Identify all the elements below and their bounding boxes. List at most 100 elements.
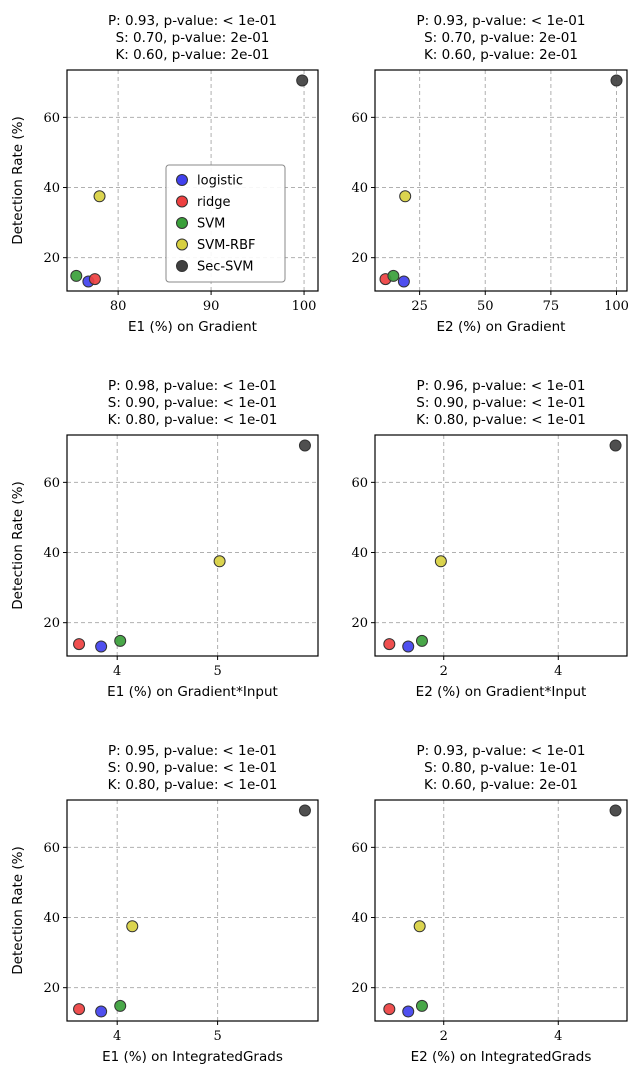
x-tick-label: 4	[113, 664, 121, 679]
panel-title-line: K: 0.80, p-value: < 1e-01	[416, 412, 586, 428]
point-sec-svm	[298, 804, 311, 817]
point-logistic	[95, 640, 108, 653]
x-tick-label: 50	[477, 299, 494, 314]
panel-title-line: K: 0.60, p-value: 2e-01	[424, 777, 578, 793]
legend-entry: Sec-SVM	[197, 260, 253, 275]
point-svm	[114, 634, 127, 647]
panel-title-line: P: 0.93, p-value: < 1e-01	[108, 13, 277, 29]
x-axis-label: E1 (%) on Gradient*Input	[107, 684, 278, 700]
panel-title-line: S: 0.90, p-value: < 1e-01	[108, 760, 277, 776]
point-svm	[387, 269, 400, 282]
y-tick-label: 20	[43, 616, 60, 631]
panel-title-line: S: 0.70, p-value: 2e-01	[424, 30, 578, 46]
y-tick-label: 40	[351, 181, 368, 196]
axes-frame	[374, 434, 628, 657]
axes-frame	[66, 799, 319, 1022]
point-logistic	[95, 1005, 108, 1018]
y-axis-label: Detection Rate (%)	[10, 481, 26, 609]
legend-marker	[176, 195, 188, 208]
x-tick-label: 100	[604, 299, 629, 314]
panel-1: 80 90 100 20 40 60 P: 0.93, p-value: < 1e-01S:…	[10, 13, 319, 335]
legend-box	[165, 164, 286, 283]
point-svm-rbf	[213, 555, 226, 568]
y-axis-label: Detection Rate (%)	[10, 846, 26, 974]
x-axis-label: E2 (%) on IntegratedGrads	[411, 1049, 592, 1065]
y-tick-label: 20	[43, 251, 60, 266]
panel-title-line: S: 0.70, p-value: 2e-01	[116, 30, 270, 46]
legend-entry: SVM-RBF	[197, 238, 255, 253]
point-logistic	[402, 1005, 415, 1018]
y-tick-label: 40	[43, 911, 60, 926]
panel-title-line: S: 0.90, p-value: < 1e-01	[108, 395, 277, 411]
y-tick-label: 40	[43, 181, 60, 196]
x-tick-label: 5	[213, 1029, 221, 1044]
legend: logistic ridge SVM SVM-RBF Sec-SVM	[165, 164, 286, 283]
panel-title-line: P: 0.95, p-value: < 1e-01	[108, 743, 277, 759]
y-tick-label: 20	[351, 981, 368, 996]
panel-title-line: P: 0.96, p-value: < 1e-01	[417, 378, 586, 394]
panel-title-line: K: 0.80, p-value: < 1e-01	[108, 412, 278, 428]
y-tick-label: 60	[43, 841, 60, 856]
x-tick-label: 100	[292, 299, 317, 314]
x-tick-label: 80	[110, 299, 127, 314]
point-svm	[415, 634, 428, 647]
y-tick-label: 20	[43, 981, 60, 996]
legend-marker	[176, 260, 188, 272]
point-svm-rbf	[399, 190, 412, 203]
x-tick-label: 4	[113, 1029, 121, 1044]
axes-frame	[374, 69, 628, 292]
legend-marker	[176, 238, 188, 251]
point-sec-svm	[610, 74, 623, 87]
legend-entry: ridge	[197, 195, 230, 210]
point-ridge	[383, 638, 396, 651]
point-ridge	[88, 273, 101, 286]
x-axis-label: E2 (%) on Gradient*Input	[416, 684, 587, 700]
panel-3: 4 5 20 40 60 P: 0.98, p-value: < 1e-01S: 0.90…	[10, 378, 319, 700]
point-ridge	[383, 1003, 396, 1016]
x-tick-label: 2	[440, 1029, 448, 1044]
panel-title-line: P: 0.93, p-value: < 1e-01	[417, 743, 586, 759]
x-tick-label: 90	[203, 299, 220, 314]
y-tick-label: 20	[351, 251, 368, 266]
panel-5: 4 5 20 40 60 P: 0.95, p-value: < 1e-01S: 0.90…	[10, 743, 319, 1065]
panel-title-line: K: 0.60, p-value: 2e-01	[424, 47, 578, 63]
axes-frame	[66, 434, 319, 657]
x-tick-label: 5	[213, 664, 221, 679]
x-tick-label: 2	[440, 664, 448, 679]
point-sec-svm	[296, 74, 309, 87]
y-tick-label: 40	[351, 546, 368, 561]
panel-2: 25 50 75 100 20 40 60 P: 0.93, p-value: < 1e-01…	[351, 13, 628, 335]
x-axis-label: E1 (%) on IntegratedGrads	[102, 1049, 283, 1065]
x-tick-label: 75	[543, 299, 560, 314]
legend-marker	[176, 174, 188, 186]
legend-entry: SVM	[197, 217, 225, 232]
y-tick-label: 60	[43, 111, 60, 126]
point-logistic	[397, 275, 410, 288]
y-tick-label: 40	[43, 546, 60, 561]
y-tick-label: 60	[351, 476, 368, 491]
y-tick-label: 40	[351, 911, 368, 926]
point-ridge	[73, 1003, 86, 1016]
point-svm	[114, 999, 127, 1012]
axes-frame	[66, 69, 319, 292]
panel-6: 2 4 20 40 60 P: 0.93, p-value: < 1e-01S: 0.80…	[351, 743, 628, 1065]
point-sec-svm	[298, 439, 311, 452]
y-axis-label: Detection Rate (%)	[10, 116, 26, 244]
point-svm-rbf	[93, 190, 106, 203]
x-axis-label: E2 (%) on Gradient	[437, 319, 566, 335]
panel-title-line: P: 0.93, p-value: < 1e-01	[417, 13, 586, 29]
x-tick-label: 4	[554, 664, 562, 679]
point-svm	[70, 269, 83, 282]
panel-title-line: K: 0.80, p-value: < 1e-01	[108, 777, 278, 793]
point-svm-rbf	[126, 920, 139, 933]
point-svm-rbf	[413, 920, 426, 933]
y-tick-label: 20	[351, 616, 368, 631]
axes-frame	[374, 799, 628, 1022]
panel-4: 2 4 20 40 60 P: 0.96, p-value: < 1e-01S: 0.90…	[351, 378, 628, 700]
x-tick-label: 4	[554, 1029, 562, 1044]
y-tick-label: 60	[43, 476, 60, 491]
point-ridge	[73, 638, 86, 651]
y-tick-label: 60	[351, 841, 368, 856]
point-svm-rbf	[434, 555, 447, 568]
